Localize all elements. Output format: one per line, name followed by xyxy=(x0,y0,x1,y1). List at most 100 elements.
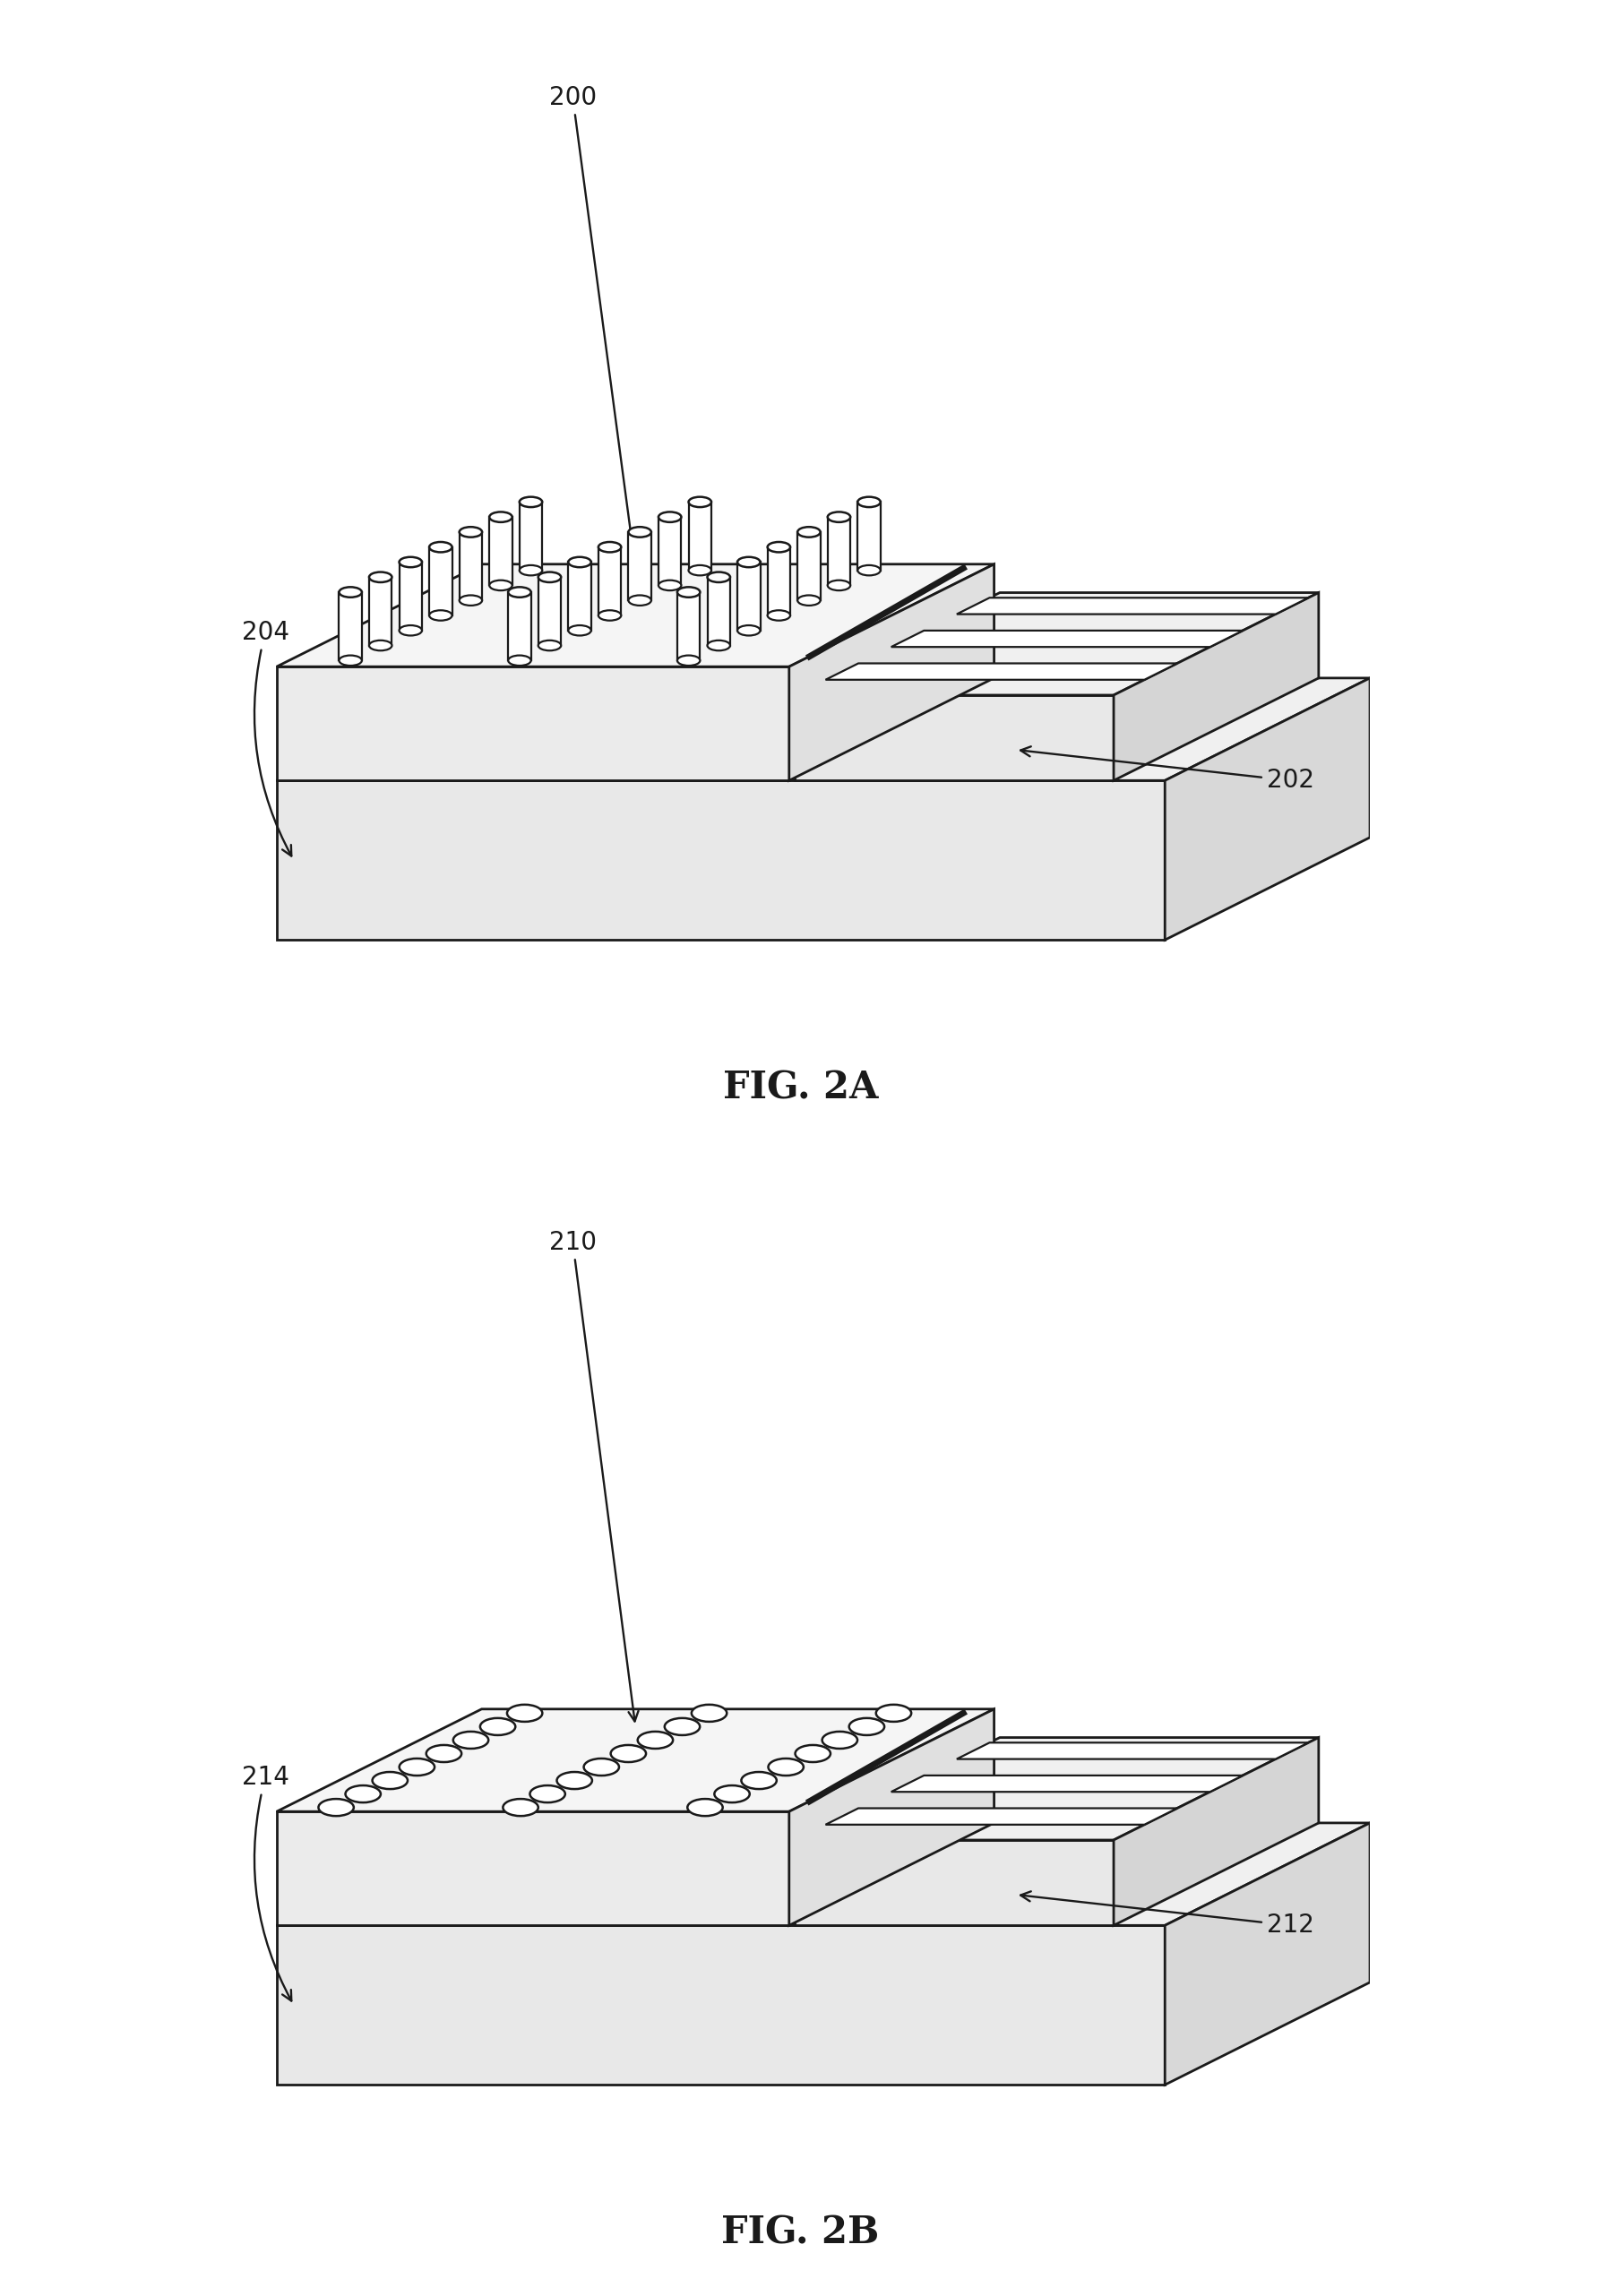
Ellipse shape xyxy=(399,625,423,636)
Ellipse shape xyxy=(538,641,560,650)
Ellipse shape xyxy=(453,1731,488,1750)
Polygon shape xyxy=(658,517,682,585)
Ellipse shape xyxy=(339,654,362,666)
Ellipse shape xyxy=(767,542,791,553)
Polygon shape xyxy=(629,533,652,599)
Polygon shape xyxy=(708,576,730,645)
Ellipse shape xyxy=(768,1759,804,1775)
Ellipse shape xyxy=(797,528,820,537)
Ellipse shape xyxy=(568,558,591,567)
Ellipse shape xyxy=(370,572,392,583)
Ellipse shape xyxy=(688,565,711,576)
Polygon shape xyxy=(277,781,1166,939)
Ellipse shape xyxy=(692,1704,727,1722)
Polygon shape xyxy=(797,533,820,599)
Ellipse shape xyxy=(828,512,850,521)
Polygon shape xyxy=(1166,677,1370,939)
Ellipse shape xyxy=(584,1759,620,1775)
Ellipse shape xyxy=(399,1759,434,1775)
Ellipse shape xyxy=(599,611,621,620)
Ellipse shape xyxy=(767,611,791,620)
Ellipse shape xyxy=(664,1717,700,1736)
Ellipse shape xyxy=(490,512,512,521)
Ellipse shape xyxy=(738,625,760,636)
Ellipse shape xyxy=(688,496,711,507)
Ellipse shape xyxy=(508,1704,543,1722)
Polygon shape xyxy=(892,631,1242,647)
Polygon shape xyxy=(1166,1823,1370,2085)
Polygon shape xyxy=(277,666,789,781)
Polygon shape xyxy=(789,565,994,781)
Ellipse shape xyxy=(503,1798,538,1816)
Ellipse shape xyxy=(557,1773,592,1789)
Ellipse shape xyxy=(658,581,682,590)
Polygon shape xyxy=(828,517,850,585)
Ellipse shape xyxy=(677,654,700,666)
Ellipse shape xyxy=(490,581,512,590)
Polygon shape xyxy=(677,592,700,661)
Polygon shape xyxy=(277,565,994,666)
Polygon shape xyxy=(459,533,482,599)
Polygon shape xyxy=(277,1926,1166,2085)
Polygon shape xyxy=(568,563,591,631)
Ellipse shape xyxy=(508,588,532,597)
Ellipse shape xyxy=(519,565,543,576)
Ellipse shape xyxy=(480,1717,516,1736)
Text: 210: 210 xyxy=(549,1231,639,1722)
Polygon shape xyxy=(789,1708,994,1926)
Ellipse shape xyxy=(858,496,881,507)
Ellipse shape xyxy=(796,1745,831,1761)
Polygon shape xyxy=(339,592,362,661)
Ellipse shape xyxy=(429,611,451,620)
Polygon shape xyxy=(277,1823,1370,1926)
Polygon shape xyxy=(794,1738,1319,1839)
Ellipse shape xyxy=(629,528,652,537)
Text: FIG. 2B: FIG. 2B xyxy=(722,2213,879,2252)
Ellipse shape xyxy=(370,641,392,650)
Text: 200: 200 xyxy=(549,85,639,563)
Ellipse shape xyxy=(538,572,560,583)
Polygon shape xyxy=(794,1839,1114,1926)
Polygon shape xyxy=(957,1743,1308,1759)
Ellipse shape xyxy=(849,1717,884,1736)
Text: FIG. 2A: FIG. 2A xyxy=(722,1070,879,1107)
Ellipse shape xyxy=(459,528,482,537)
Ellipse shape xyxy=(519,496,543,507)
Polygon shape xyxy=(490,517,512,585)
Ellipse shape xyxy=(429,542,451,553)
Polygon shape xyxy=(277,677,1370,781)
Polygon shape xyxy=(794,696,1114,781)
Polygon shape xyxy=(688,503,711,569)
Ellipse shape xyxy=(876,1704,911,1722)
Ellipse shape xyxy=(373,1773,408,1789)
Ellipse shape xyxy=(687,1798,722,1816)
Ellipse shape xyxy=(823,1731,858,1750)
Polygon shape xyxy=(892,1775,1242,1791)
Polygon shape xyxy=(599,546,621,615)
Ellipse shape xyxy=(508,654,532,666)
Polygon shape xyxy=(826,664,1177,680)
Polygon shape xyxy=(277,1812,789,1926)
Polygon shape xyxy=(1114,1738,1319,1926)
Ellipse shape xyxy=(599,542,621,553)
Ellipse shape xyxy=(708,572,730,583)
Ellipse shape xyxy=(346,1786,381,1802)
Ellipse shape xyxy=(637,1731,672,1750)
Text: 212: 212 xyxy=(1020,1892,1314,1938)
Ellipse shape xyxy=(828,581,850,590)
Ellipse shape xyxy=(677,588,700,597)
Ellipse shape xyxy=(708,641,730,650)
Polygon shape xyxy=(538,576,560,645)
Polygon shape xyxy=(767,546,791,615)
Polygon shape xyxy=(858,503,881,569)
Ellipse shape xyxy=(426,1745,461,1761)
Polygon shape xyxy=(826,1809,1177,1825)
Ellipse shape xyxy=(399,558,423,567)
Polygon shape xyxy=(1114,592,1319,781)
Ellipse shape xyxy=(610,1745,645,1761)
Text: 202: 202 xyxy=(1020,746,1314,792)
Ellipse shape xyxy=(339,588,362,597)
Polygon shape xyxy=(738,563,760,631)
Ellipse shape xyxy=(741,1773,776,1789)
Ellipse shape xyxy=(568,625,591,636)
